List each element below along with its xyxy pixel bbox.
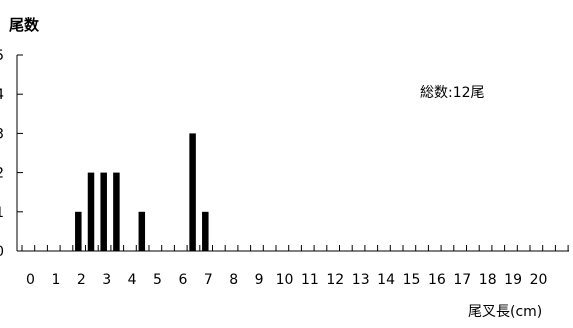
x-tick-label-3: 3 [102,272,111,288]
total-count-annotation: 総数:12尾 [420,85,485,101]
x-tick-label-12: 12 [326,272,344,288]
y-tick-label-3: 3 [0,126,4,142]
x-tick-label-14: 14 [377,272,395,288]
y-tick-label-2: 2 [0,166,4,182]
bar-5 [189,133,196,251]
x-tick-label-4: 4 [128,272,137,288]
y-tick-label-1: 1 [0,205,4,221]
y-tick-labels: 5 4 3 2 1 0 [0,48,4,260]
x-tick-label-0: 0 [26,272,35,288]
x-tick-labels: 0 1 2 3 4 5 6 7 8 9 10 11 12 13 14 15 16 17 18 19 20 [26,272,547,288]
x-tick-label-8: 8 [229,272,238,288]
x-tick-label-1: 1 [51,272,60,288]
bar-1 [87,172,95,251]
x-tick-label-17: 17 [453,272,471,288]
x-axis-title: 尾叉長(cm) [468,304,542,320]
bar-2 [100,172,107,251]
x-tick-label-10: 10 [276,272,294,288]
x-tick-label-19: 19 [504,272,522,288]
bar-3 [113,172,120,251]
x-tick-label-5: 5 [153,272,162,288]
bars [75,133,209,251]
bar-6 [202,211,209,251]
x-tick-label-18: 18 [479,272,497,288]
y-tick-label-0: 0 [0,244,4,260]
x-tick-label-11: 11 [301,272,319,288]
bar-0 [75,211,82,251]
bar-4 [138,211,146,251]
x-tick-label-16: 16 [428,272,446,288]
x-tick-label-9: 9 [255,272,264,288]
x-tick-label-13: 13 [352,272,370,288]
x-tick-label-2: 2 [77,272,86,288]
x-tick-label-20: 20 [530,272,548,288]
axes [16,54,569,252]
y-tick-label-4: 4 [0,87,4,103]
y-axis-title: 尾数 [9,16,40,34]
x-tick-label-7: 7 [204,272,213,288]
x-tick-label-6: 6 [178,272,187,288]
x-tick-label-15: 15 [403,272,421,288]
y-tick-label-5: 5 [0,48,4,64]
